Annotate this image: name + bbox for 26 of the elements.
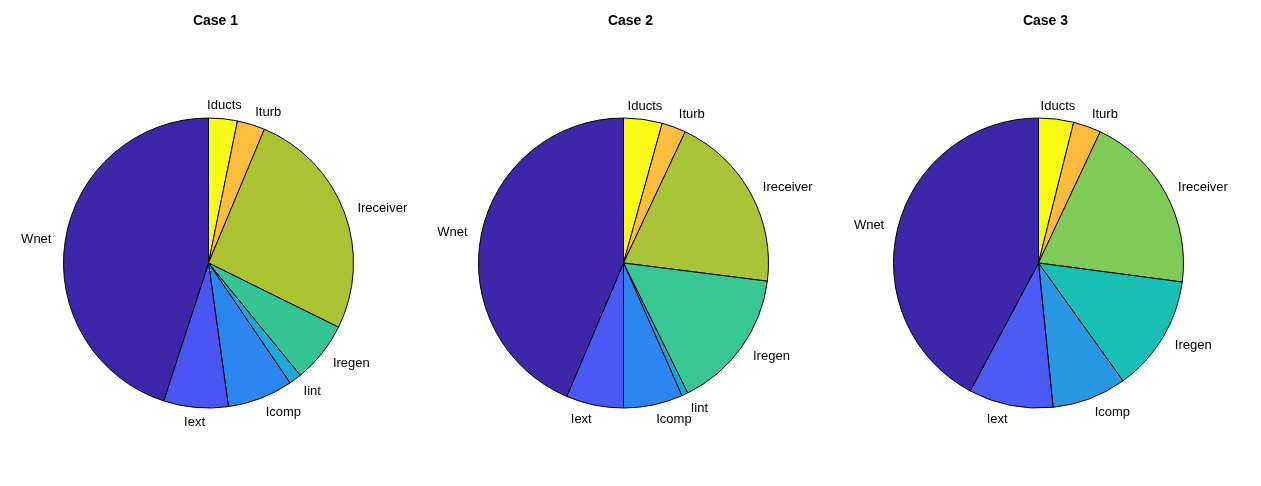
slice-label: Iext — [570, 411, 593, 427]
chart-title: Case 2 — [606, 12, 655, 28]
slice-label: Wnet — [21, 230, 52, 246]
chart-title: Case 1 — [191, 12, 240, 28]
slice-label: Iregen — [1174, 337, 1212, 353]
slice-label: Icomp — [265, 403, 302, 419]
slice-label: Ireceiver — [1178, 179, 1229, 195]
slice-label: Iext — [986, 411, 1009, 427]
slice-label: Icomp — [1094, 404, 1131, 420]
slice-label: Iregen — [753, 347, 790, 363]
slice-label: Iducts — [627, 97, 663, 113]
slice-label: Iturb — [678, 106, 705, 122]
slice-label: Iregen — [332, 354, 370, 370]
slice-label: Iext — [184, 413, 206, 429]
slice-label: Wnet — [437, 223, 469, 239]
slice-label: Ireceiver — [357, 199, 408, 215]
slice-label: Iducts — [1040, 97, 1076, 113]
slice-label: Iint — [303, 382, 322, 398]
chart-title: Case 3 — [1021, 12, 1070, 28]
slice-label: Iturb — [1091, 105, 1118, 121]
slice-label: Ireceiver — [762, 178, 814, 194]
slice-label: Wnet — [853, 216, 885, 232]
slice-label: Iint — [690, 399, 709, 415]
slice-label: Iturb — [255, 103, 282, 119]
slice-label: Icomp — [656, 411, 692, 427]
slice-label: Iducts — [207, 97, 243, 113]
